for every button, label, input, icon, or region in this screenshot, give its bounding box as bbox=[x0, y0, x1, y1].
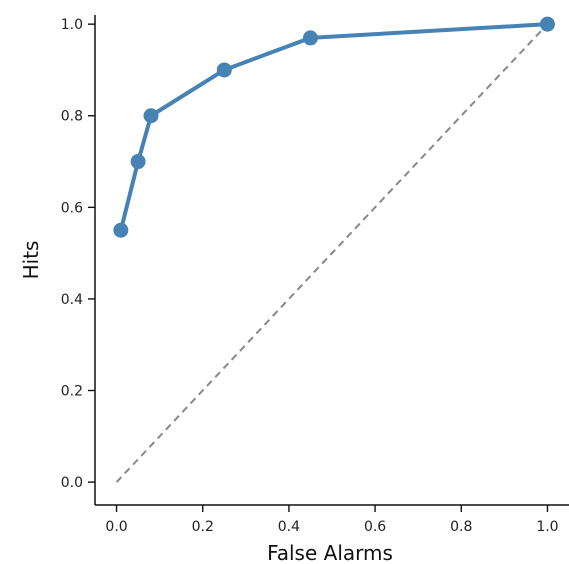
x-tick-label: 0.8 bbox=[450, 519, 472, 535]
y-tick-label: 0.4 bbox=[61, 292, 83, 308]
roc-point bbox=[113, 222, 129, 238]
roc-point bbox=[302, 30, 318, 46]
x-tick-label: 0.4 bbox=[278, 519, 300, 535]
y-tick-label: 0.2 bbox=[61, 384, 83, 400]
y-tick-label: 1.0 bbox=[61, 17, 83, 33]
x-tick-label: 1.0 bbox=[536, 519, 558, 535]
roc-point bbox=[539, 16, 555, 32]
plot-area bbox=[113, 16, 555, 483]
x-ticks: 0.0 0.2 0.4 0.6 0.8 1.0 bbox=[105, 505, 559, 535]
y-tick-label: 0.8 bbox=[61, 109, 83, 125]
y-axis-title: Hits bbox=[19, 241, 43, 280]
x-tick-label: 0.0 bbox=[105, 519, 127, 535]
y-tick-label: 0.6 bbox=[61, 200, 83, 216]
roc-point bbox=[143, 108, 159, 124]
roc-point bbox=[130, 154, 146, 170]
x-axis-title: False Alarms bbox=[267, 541, 393, 564]
y-tick-label: 0.0 bbox=[61, 475, 83, 491]
axes bbox=[94, 15, 569, 506]
roc-point bbox=[216, 62, 232, 78]
x-tick-label: 0.6 bbox=[364, 519, 386, 535]
x-tick-label: 0.2 bbox=[192, 519, 214, 535]
y-ticks: 0.0 0.2 0.4 0.6 0.8 1.0 bbox=[61, 17, 95, 491]
roc-curve-line bbox=[118, 22, 548, 231]
chance-diagonal-line bbox=[115, 23, 549, 483]
